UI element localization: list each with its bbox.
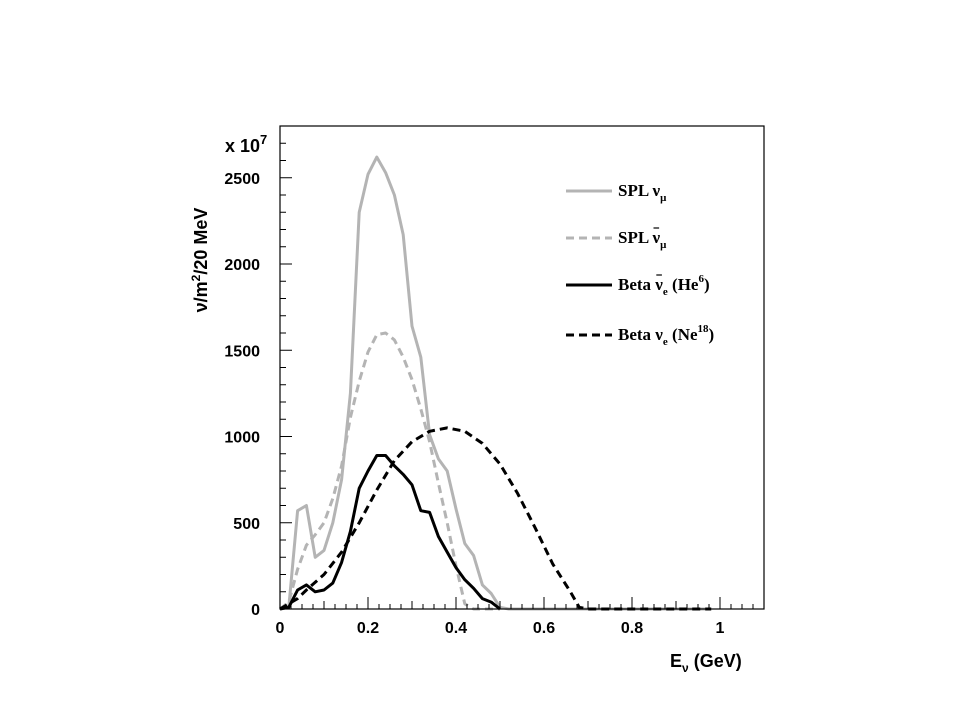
series-line-4 bbox=[279, 426, 712, 611]
legend-label-2: SPL νμ bbox=[618, 228, 667, 251]
y-tick-label: 2000 bbox=[224, 257, 260, 274]
x-tick-label: 1 bbox=[716, 620, 725, 637]
series-line-3 bbox=[279, 454, 501, 611]
y-tick-label: 1000 bbox=[224, 430, 260, 447]
series-line-1 bbox=[279, 155, 712, 611]
legend-label-1: SPL νμ bbox=[618, 181, 667, 204]
x-tick-label: 0 bbox=[276, 620, 285, 637]
x-tick-label: 0.2 bbox=[357, 620, 379, 637]
series-layer bbox=[279, 155, 712, 611]
series-line-2 bbox=[279, 331, 500, 611]
y-axis-label: ν/m2/20 MeV bbox=[189, 208, 211, 313]
legend-label-3: Beta νe (He6) bbox=[618, 273, 710, 298]
y-tick-label: 0 bbox=[251, 602, 260, 619]
legend-label-4: Beta νe (Ne18) bbox=[618, 323, 714, 348]
x-axis-label: Eν (GeV) bbox=[670, 651, 742, 675]
y-tick-label: 500 bbox=[233, 516, 260, 533]
y-tick-label: 2500 bbox=[224, 171, 260, 188]
y-tick-label: 1500 bbox=[224, 343, 260, 360]
x-tick-label: 0.8 bbox=[621, 620, 643, 637]
ticks-layer: 0 0.2 0.4 0.6 0.8 1 0 500 1000 1500 2000 2500 bbox=[224, 125, 765, 637]
y-multiplier: x 107 bbox=[225, 132, 267, 156]
x-tick-label: 0.6 bbox=[533, 620, 555, 637]
x-tick-label: 0.4 bbox=[445, 620, 467, 637]
legend: SPL νμ SPL νμ Beta νe (He6) Beta νe (Ne18) bbox=[566, 181, 714, 348]
